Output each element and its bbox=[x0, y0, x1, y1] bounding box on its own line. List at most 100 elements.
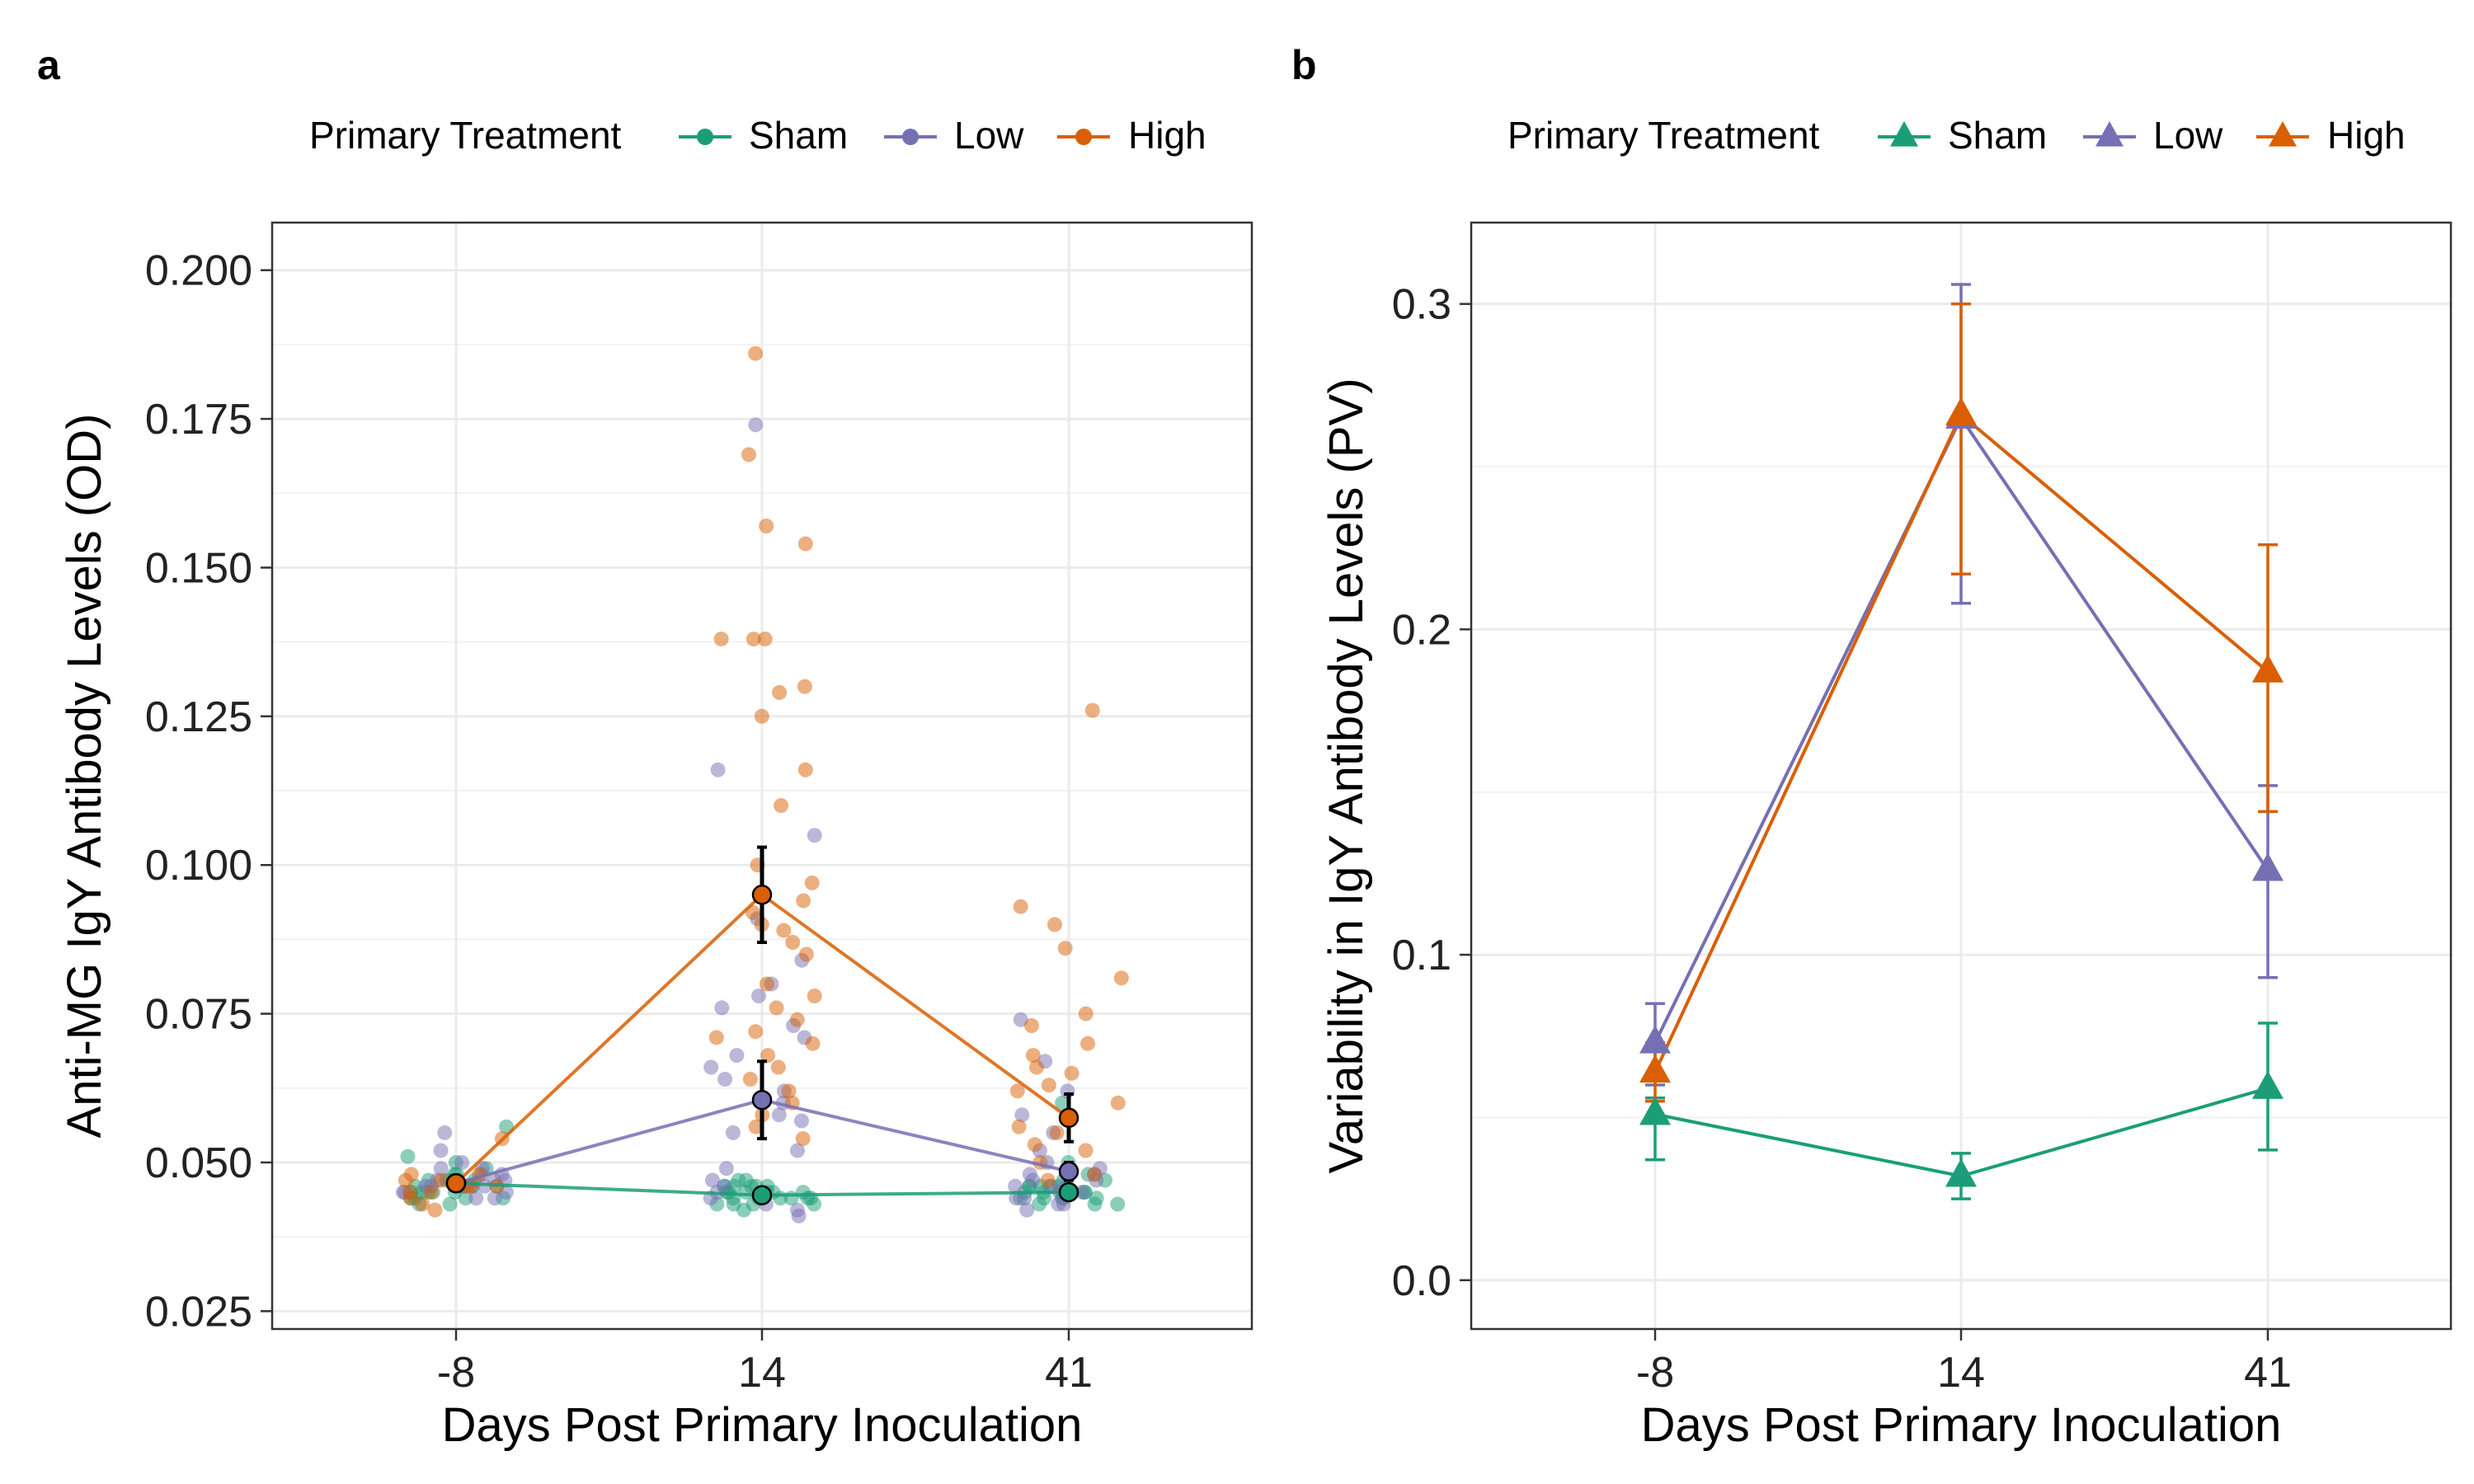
panel-b-x-axis: -8 14 41 bbox=[1636, 1329, 2292, 1397]
panel-a-x-tick-label: 14 bbox=[738, 1349, 786, 1397]
panel-a-y-tick-label: 0.125 bbox=[145, 693, 252, 741]
panel-a-data-point-low bbox=[716, 1178, 731, 1194]
panel-b-letter: b bbox=[1291, 42, 1317, 88]
panel-a-data-point-high bbox=[748, 345, 764, 361]
panel-b-x-tick-label: 14 bbox=[1937, 1349, 1985, 1397]
panel-a-data-point-low bbox=[1075, 1185, 1090, 1200]
panel-a-legend-label-sham: Sham bbox=[749, 114, 848, 157]
panel-a-data-point-sham bbox=[1110, 1196, 1126, 1212]
panel-b-legend-key-triangle-sham bbox=[1890, 121, 1918, 147]
panel-a-data-point-low bbox=[771, 1107, 787, 1123]
panel-a-data-point-high bbox=[402, 1185, 417, 1200]
panel-b-x-axis-title: Days Post Primary Inoculation bbox=[1641, 1398, 2282, 1452]
panel-a-data-point-high bbox=[796, 893, 811, 909]
panel-a-y-tick-label: 0.050 bbox=[145, 1139, 252, 1187]
panel-a-data-point-high bbox=[797, 679, 812, 694]
panel-a-data-point-high bbox=[804, 875, 820, 890]
panel-a-data-point-low bbox=[1019, 1202, 1035, 1218]
panel-a-data-point-high bbox=[713, 632, 729, 647]
panel-a-mean-point-high bbox=[1058, 1107, 1079, 1129]
panel-a-data-point-high bbox=[795, 1131, 811, 1147]
panel-a-data-point-high bbox=[1087, 1167, 1103, 1182]
panel-a-data-point-low bbox=[433, 1143, 449, 1158]
panel-a-legend-label-high: High bbox=[1128, 114, 1206, 157]
panel-a-data-point-high bbox=[1040, 1172, 1056, 1188]
panel-b-triangle-marker-sham bbox=[1639, 1097, 1671, 1125]
panel-a-data-point-high bbox=[797, 536, 813, 552]
panel-a-data-point-low bbox=[718, 1161, 734, 1176]
panel-a-data-point-high bbox=[1078, 1006, 1094, 1021]
panel-a-data-point-high bbox=[1057, 941, 1073, 956]
panel-a-data-point-high bbox=[757, 632, 773, 647]
panel-a-data-point-sham bbox=[458, 1190, 473, 1206]
panel-a-y-tick-label: 0.200 bbox=[145, 247, 252, 295]
panel-a-data-point-high bbox=[433, 1172, 449, 1188]
panel-a-data-point-high bbox=[772, 685, 788, 700]
panel-a-data-point-high bbox=[1064, 1065, 1079, 1081]
panel-b-triangle-marker-high bbox=[1639, 1054, 1671, 1083]
panel-b-y-tick-label: 0.1 bbox=[1392, 932, 1451, 979]
panel-a-data-point-low bbox=[1008, 1178, 1023, 1194]
panel-b-y-axis-title: Variability in IgY Antibody Levels (PV) bbox=[1319, 378, 1373, 1173]
panel-a-data-point-low bbox=[1013, 1012, 1028, 1027]
panel-a-y-axis-title: Anti-MG IgY Antibody Levels (OD) bbox=[58, 414, 111, 1139]
panel-b-triangle-marker-low bbox=[2252, 852, 2284, 881]
panel-a-data-point-low bbox=[791, 1208, 807, 1223]
panel-a-data-point-high bbox=[774, 798, 789, 814]
panel-a-data-point-high bbox=[427, 1202, 443, 1218]
panel-a-y-tick-label: 0.025 bbox=[145, 1288, 252, 1336]
panel-a-data-point-high bbox=[745, 632, 761, 647]
panel-a-data-point-low bbox=[468, 1190, 484, 1206]
panel-a-data-point-high bbox=[807, 989, 822, 1003]
panel-a-data-point-low bbox=[454, 1155, 470, 1170]
panel-a-data-point-high bbox=[769, 1000, 784, 1016]
panel-a-data-point-low bbox=[714, 1000, 730, 1016]
panel-b-triangle-marker-high bbox=[1945, 397, 1977, 425]
panel-b-legend-label-sham: Sham bbox=[1948, 114, 2047, 157]
panel-b-legend-label-low: Low bbox=[2153, 114, 2223, 157]
panel-a-data-point-high bbox=[423, 1185, 439, 1200]
panel-a-data-point-high bbox=[742, 1072, 758, 1087]
panel-a-mean-point-sham bbox=[751, 1185, 773, 1205]
panel-b-triangle-markers bbox=[1639, 397, 2284, 1187]
panel-a-data-point-sham bbox=[795, 1185, 811, 1200]
panel-a-mean-point-low bbox=[751, 1089, 773, 1111]
panel-a-data-point-high bbox=[760, 1048, 776, 1064]
panel-b-triangle-marker-low bbox=[1639, 1025, 1671, 1054]
panel-a-data-point-high bbox=[759, 976, 774, 992]
panel-a-data-point-high bbox=[754, 708, 769, 724]
panel-b-triangle-marker-high bbox=[2252, 654, 2284, 683]
panel-a-y-tick-label: 0.150 bbox=[145, 544, 252, 592]
panel-a-data-point-high bbox=[748, 1119, 764, 1134]
panel-b-y-axis: 0.0 0.1 0.2 0.3 bbox=[1392, 281, 1471, 1305]
panel-a-data-point-high bbox=[759, 519, 774, 533]
panel-b-legend-key-triangle-high bbox=[2269, 121, 2297, 147]
panel-a-data-point-low bbox=[710, 762, 726, 777]
panel-a-data-point-low bbox=[794, 1113, 809, 1129]
panel-a-data-point-high bbox=[1113, 970, 1129, 986]
panel-a-data-point-high bbox=[1027, 1137, 1042, 1153]
panel-b-legend-label-high: High bbox=[2327, 114, 2406, 157]
panel-a-x-tick-label: -8 bbox=[437, 1349, 475, 1397]
panel-a-data-point-high bbox=[708, 1030, 724, 1045]
panel-a-mean-markers bbox=[445, 885, 1079, 1205]
panel-a-data-point-high bbox=[748, 1024, 764, 1040]
panel-b-y-tick-label: 0.3 bbox=[1392, 281, 1451, 329]
panel-a-data-point-low bbox=[790, 1143, 805, 1158]
panel-a-x-axis-title: Days Post Primary Inoculation bbox=[442, 1398, 1083, 1452]
panel-a-x-tick-label: 41 bbox=[1045, 1349, 1093, 1397]
panel-a-data-point-high bbox=[1084, 702, 1100, 718]
panel-a-data-point-low bbox=[807, 828, 822, 843]
panel-a-data-point-high bbox=[1049, 1125, 1065, 1140]
panel-a: a Primary Treatment Sham Low High 0.0250… bbox=[37, 42, 1253, 1452]
panel-a-data-point-high bbox=[397, 1172, 413, 1188]
panel-a-data-point-high bbox=[1013, 899, 1028, 914]
panel-a-data-point-low bbox=[1014, 1107, 1030, 1123]
panel-a-data-point-sham bbox=[726, 1196, 741, 1212]
panel-b: b Primary Treatment Sham Low High 0.0 0.1… bbox=[1291, 42, 2453, 1452]
panel-a-data-point-low bbox=[437, 1125, 453, 1140]
panel-a-data-point-high bbox=[1047, 917, 1062, 932]
panel-b-legend-key-triangle-low bbox=[2095, 121, 2124, 147]
panel-a-data-point-sham bbox=[1055, 1095, 1070, 1111]
